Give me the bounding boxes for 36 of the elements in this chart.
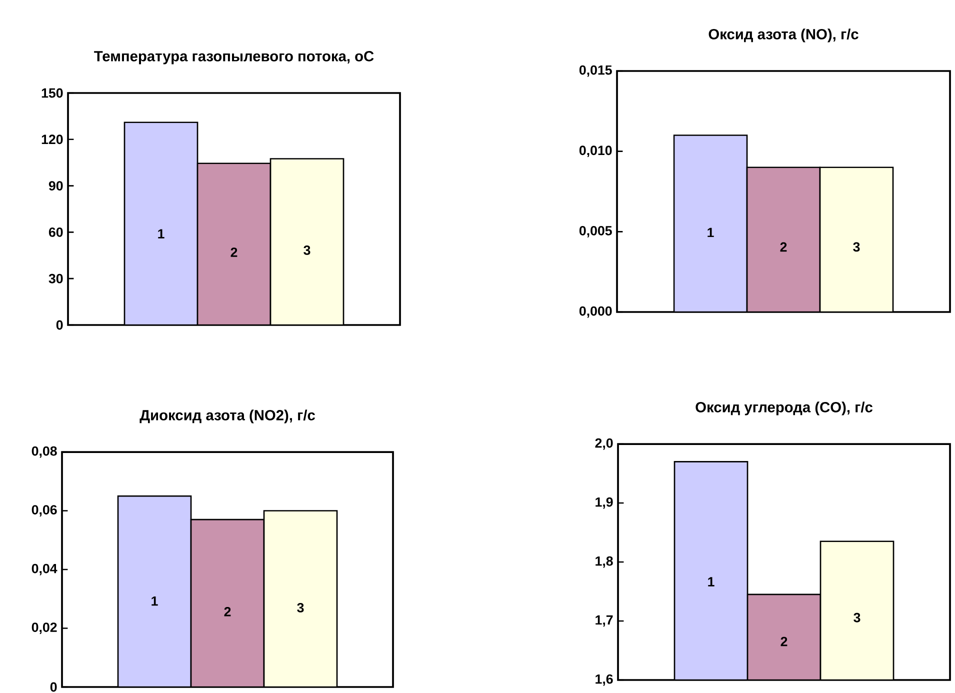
chart-title: Диоксид азота (NO2), г/с xyxy=(140,410,315,424)
x-tick-label: 2 xyxy=(224,607,231,616)
y-tick-label: 120 xyxy=(42,134,63,144)
y-tick-label: 1,6 xyxy=(596,674,613,686)
y-tick-label: 0 xyxy=(56,320,63,330)
y-tick-label: 0 xyxy=(50,682,57,692)
y-tick-label: 1,7 xyxy=(596,615,613,627)
y-tick-label: 90 xyxy=(48,181,63,191)
x-tick-label: 2 xyxy=(230,248,238,257)
x-tick-label: 2 xyxy=(780,242,787,252)
y-tick-label: 2,0 xyxy=(595,438,613,450)
y-tick-label: 0,015 xyxy=(579,65,612,77)
y-tick-label: 0,08 xyxy=(32,446,57,458)
y-tick-label: 0,010 xyxy=(579,146,612,158)
x-tick-label: 2 xyxy=(780,636,788,646)
y-tick-label: 1,8 xyxy=(596,556,613,568)
y-tick-label: 0,04 xyxy=(32,564,58,576)
chart-title: Оксид углерода (CO), г/с xyxy=(696,402,872,416)
x-tick-label: 3 xyxy=(297,602,304,612)
x-tick-label: 3 xyxy=(304,245,310,255)
y-tick-label: 30 xyxy=(48,274,63,284)
y-tick-label: 60 xyxy=(48,227,63,237)
x-tick-label: 1 xyxy=(708,577,714,586)
y-tick-label: 150 xyxy=(42,88,63,98)
chart-title: Оксид азота (NO), г/с xyxy=(708,28,858,42)
x-tick-label: 1 xyxy=(708,228,714,238)
y-tick-label: 0,02 xyxy=(32,622,57,634)
y-tick-label: 1,9 xyxy=(596,497,613,509)
y-tick-label: 0,005 xyxy=(579,226,612,238)
chart-title: Температура газопылевого потока, оС xyxy=(94,51,374,64)
x-tick-label: 3 xyxy=(854,612,860,622)
x-tick-label: 3 xyxy=(853,242,860,252)
y-tick-label: 0,06 xyxy=(32,505,57,516)
x-tick-label: 1 xyxy=(152,596,158,606)
y-tick-label: 0,000 xyxy=(579,306,612,318)
x-tick-label: 1 xyxy=(158,229,164,238)
